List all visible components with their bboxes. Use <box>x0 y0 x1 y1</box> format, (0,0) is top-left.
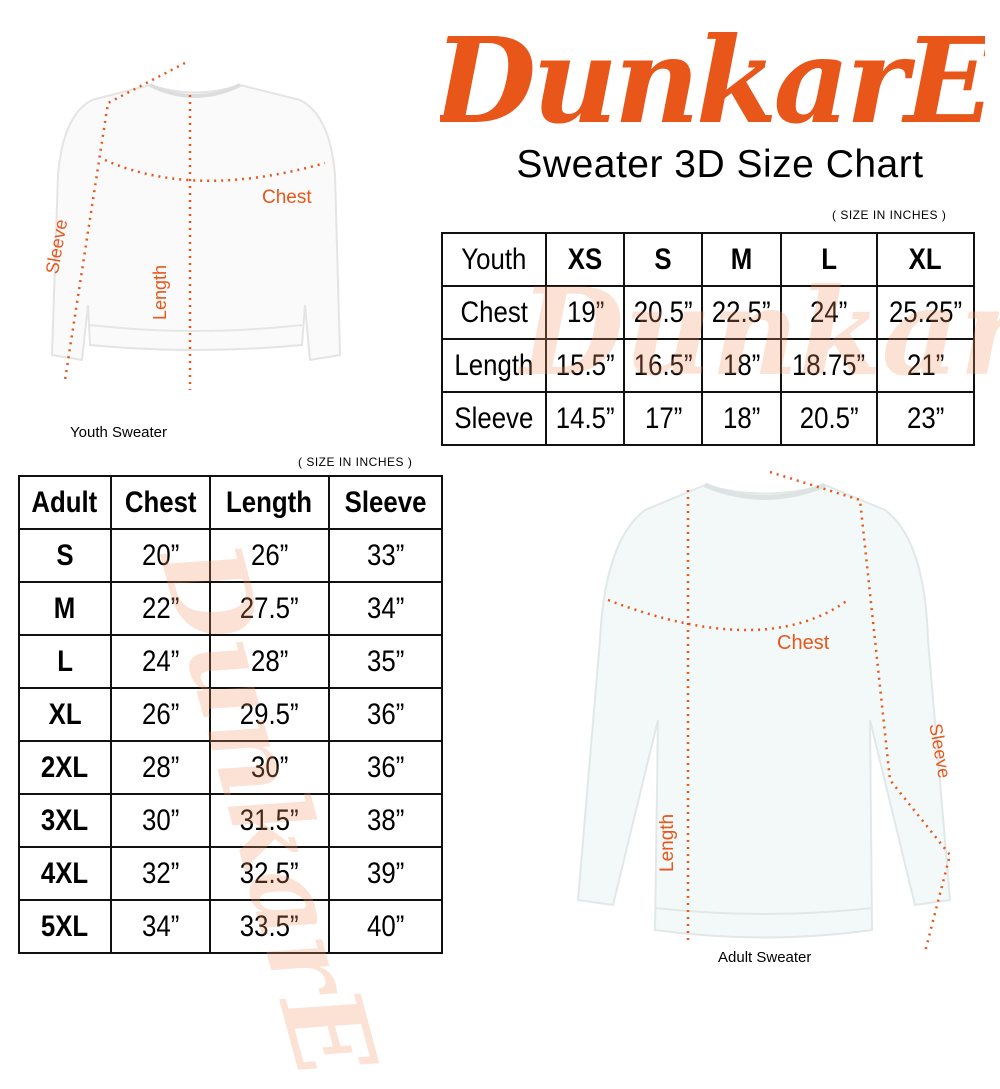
table-row: 4XL 32” 32.5” 39” <box>18 846 444 901</box>
table-cell: 39” <box>366 856 405 890</box>
header-cell: Sleeve <box>344 485 427 519</box>
header-cell: M <box>730 242 753 276</box>
table-cell: 25.25” <box>889 295 963 329</box>
row-label: Length <box>454 348 534 382</box>
table-row: Sleeve 14.5” 17” 18” 20.5” 23” <box>440 391 975 446</box>
adult-chest-label: Chest <box>777 632 830 654</box>
table-row: S 20” 26” 33” <box>18 528 444 583</box>
youth-size-table: Youth XS S M L XL Chest 19” 20.5” 22.5” 24” 2… <box>440 232 975 446</box>
table-cell: 15.5” <box>555 348 615 382</box>
row-label: 3XL <box>41 803 89 837</box>
table-cell: 18.75” <box>792 348 866 382</box>
table-row: M 22” 27.5” 34” <box>18 581 444 636</box>
youth-chest-label: Chest <box>262 187 312 208</box>
table-cell: 30” <box>250 750 289 784</box>
table-cell: 20” <box>141 538 179 572</box>
table-cell: 21” <box>906 348 945 382</box>
youth-length-label: Length <box>150 264 170 320</box>
table-cell: 22” <box>141 591 179 625</box>
table-cell: 24” <box>810 295 848 329</box>
header-cell: S <box>654 242 672 276</box>
table-cell: 20.5” <box>633 295 693 329</box>
table-header-row: Adult Chest Length Sleeve <box>18 475 444 530</box>
table-cell: 31.5” <box>240 803 299 837</box>
table-cell: 19” <box>566 295 604 329</box>
adult-sweater-image <box>576 470 952 953</box>
table-cell: 36” <box>366 697 405 731</box>
row-label: M <box>54 591 76 625</box>
svg-text:DunkarE: DunkarE <box>440 11 985 150</box>
row-label: L <box>56 644 73 678</box>
youth-size-note: ( SIZE IN INCHES ) <box>832 208 947 222</box>
adult-sweater-label: Adult Sweater <box>718 949 812 966</box>
row-label: Chest <box>460 295 528 329</box>
table-row: XL 26” 29.5” 36” <box>18 687 444 742</box>
table-cell: 26” <box>250 538 289 572</box>
table-cell: 26” <box>141 697 179 731</box>
header-cell: L <box>821 242 837 276</box>
row-label: 4XL <box>41 856 89 890</box>
table-cell: 32.5” <box>240 856 299 890</box>
table-cell: 32” <box>141 856 179 890</box>
header-cell: Length <box>226 485 313 519</box>
youth-sweater-label: Youth Sweater <box>70 424 168 441</box>
row-label: 5XL <box>41 909 89 943</box>
table-cell: 30” <box>141 803 179 837</box>
table-header-row: Youth XS S M L XL <box>440 232 975 287</box>
table-cell: 29.5” <box>240 697 299 731</box>
table-cell: 17” <box>644 401 682 435</box>
header-cell: XS <box>567 242 603 276</box>
table-cell: 40” <box>366 909 405 943</box>
row-label: 2XL <box>41 750 89 784</box>
table-cell: 24” <box>141 644 179 678</box>
table-cell: 33.5” <box>240 909 299 943</box>
table-cell: 33” <box>366 538 405 572</box>
table-cell: 36” <box>366 750 405 784</box>
table-row: 2XL 28” 30” 36” <box>18 740 444 795</box>
table-row: Length 15.5” 16.5” 18” 18.75” 21” <box>440 338 975 393</box>
table-cell: 35” <box>366 644 405 678</box>
table-cell: 22.5” <box>712 295 771 329</box>
table-row: Chest 19” 20.5” 22.5” 24” 25.25” <box>440 285 975 340</box>
page-title: Sweater 3D Size Chart <box>516 143 924 186</box>
header-cell: XL <box>909 242 943 276</box>
table-row: 3XL 30” 31.5” 38” <box>18 793 444 848</box>
table-cell: 18” <box>722 401 761 435</box>
youth-sweater-image <box>50 61 342 390</box>
table-row: 5XL 34” 33.5” 40” <box>18 899 444 954</box>
table-cell: 28” <box>141 750 179 784</box>
header-cell: Adult <box>31 485 98 519</box>
adult-size-table: Adult Chest Length Sleeve S 20” 26” 33” M 22”… <box>18 475 444 954</box>
table-row: L 24” 28” 35” <box>18 634 444 689</box>
header-cell: Chest <box>124 485 197 519</box>
row-label: Sleeve <box>454 401 534 435</box>
table-cell: 16.5” <box>633 348 693 382</box>
adult-size-note: ( SIZE IN INCHES ) <box>298 455 413 469</box>
row-label: S <box>56 538 74 572</box>
table-cell: 28” <box>250 644 289 678</box>
table-cell: 18” <box>722 348 761 382</box>
table-cell: 34” <box>366 591 405 625</box>
adult-length-label: Length <box>657 813 678 872</box>
table-cell: 20.5” <box>799 401 859 435</box>
header-cell: Youth <box>461 242 527 276</box>
table-cell: 23” <box>906 401 945 435</box>
watermark-logo: DunkarE <box>520 262 1000 403</box>
brand-logo: DunkarE <box>440 11 985 150</box>
row-label: XL <box>48 697 82 731</box>
table-cell: 27.5” <box>240 591 299 625</box>
table-cell: 38” <box>366 803 405 837</box>
table-cell: 34” <box>141 909 179 943</box>
table-cell: 14.5” <box>555 401 615 435</box>
